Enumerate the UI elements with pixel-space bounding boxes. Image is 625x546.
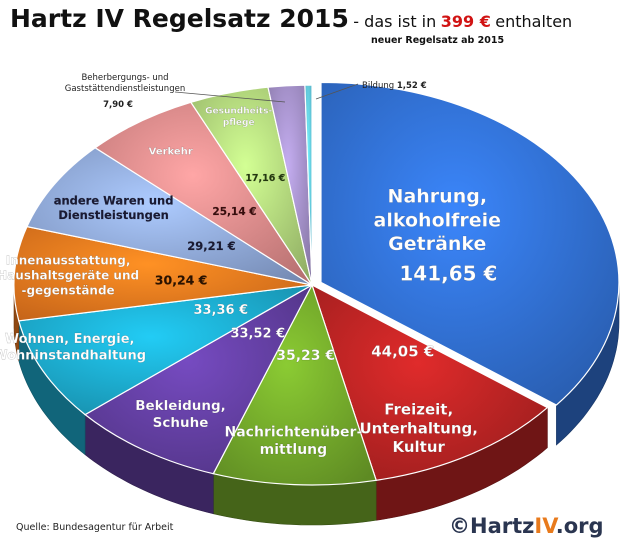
pie-slice-5 [13,225,313,322]
slice-value-10: 1,52 € [397,81,427,91]
slice-label-0-line-0: Nahrung, [388,186,488,208]
slice-label-2-line-1: mittlung [260,442,328,458]
leader-line-10 [315,83,359,100]
slice-value-8: 17,16 € [245,173,285,184]
slice-label-6-line-1: Dienstleistungen [58,208,168,222]
slice-value-7: 25,14 € [212,206,256,218]
slice-value-2: 35,23 € [276,348,335,364]
slice-label-8-line-0: Gesundheits- [205,107,272,117]
slice-value-6: 29,21 € [187,239,235,253]
pie-slice-2 [212,283,377,486]
slice-value-9: 7,90 € [103,100,133,110]
slice-label-8-line-1: pflege [223,118,255,128]
pie-slice-7 [94,101,313,286]
chart-note: neuer Regelsatz ab 2015 [371,35,505,46]
slice-label-7-line-0: Verkehr [149,147,193,158]
pie-slice-0 [320,81,620,406]
slice-value-3: 33,52 € [230,326,285,341]
chart-title-row: Hartz IV Regelsatz 2015 - das ist in 399… [10,4,620,38]
pie-slice-6 [26,147,313,286]
slice-value-4: 33,36 € [193,303,248,318]
pie-slice-10 [304,84,313,286]
pie-slice-3 [84,283,314,475]
slice-label-9-line-0: Beherbergungs- und [81,73,168,83]
copyright-logo: ©HartzIV.org [449,514,604,538]
chart-title: Hartz IV Regelsatz 2015 [10,4,349,33]
slice-label-5-line-0: Innenausstattung, [6,254,131,268]
slice-label-6-line-0: andere Waren und [54,194,174,208]
slice-value-5: 30,24 € [155,272,208,287]
slice-value-1: 44,05 € [371,343,434,361]
slice-label-0-line-1: alkoholfreie [374,210,502,232]
slice-label-3-line-0: Bekleidung, [135,398,226,414]
pie-slice-4 [18,284,313,416]
chart-subtitle-part1: - das ist in [353,12,437,31]
slice-label-1-line-1: Unterhaltung, [359,419,478,437]
copyright-iv: IV [534,514,556,538]
slice-label-4-line-1: Wohninstandhaltung [0,348,146,363]
slice-label-10-line-0: Bildung 1,52 € [362,81,427,91]
pie-side-walls [13,282,620,526]
slice-label-1-line-2: Kultur [392,438,445,456]
slice-label-5-line-2: -gegenstände [21,284,114,298]
slice-label-2-line-0: Nachrichtenüber- [225,425,363,441]
slice-label-4-line-0: Wohnen, Energie, [5,332,135,347]
source-note: Quelle: Bundesagentur für Arbeit [16,522,174,533]
pie-slices [13,81,620,486]
slice-label-0-line-2: Getränke [388,233,486,255]
slice-label-1-line-0: Freizeit, [384,401,453,419]
pie-slice-1 [310,283,549,481]
total-amount: 399 € [440,12,491,31]
copyright-prefix: ©Hartz [449,514,535,538]
chart-subtitle-part2: enthalten [495,12,573,31]
leader-line-9 [174,91,286,103]
slice-label-5-line-1: Haushaltsgeräte und [0,269,139,283]
slice-label-9-line-1: Gaststättendienstleistungen [65,84,185,94]
slice-value-0: 141,65 € [399,261,497,285]
copyright-suffix: .org [555,514,604,538]
slice-label-3-line-1: Schuhe [153,415,209,431]
